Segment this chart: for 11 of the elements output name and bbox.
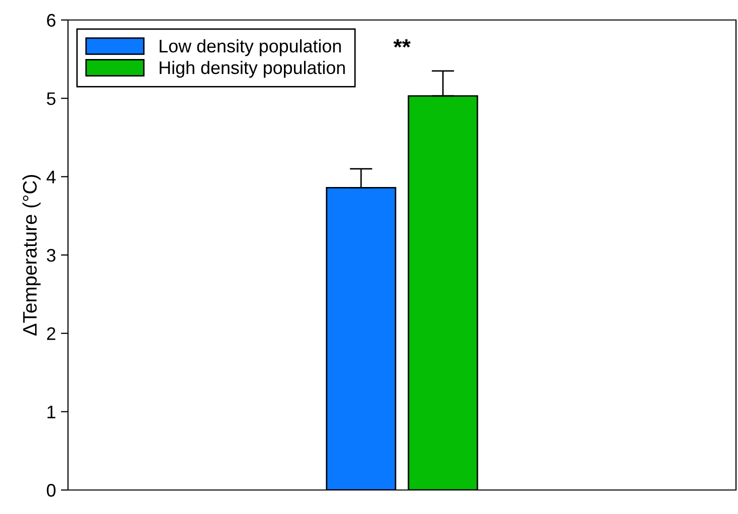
y-tick-label: 2 <box>47 327 56 340</box>
y-tick-label: 1 <box>48 406 56 418</box>
y-axis-title: ΔTemperature (°C) <box>22 175 41 336</box>
y-tick-label: 0 <box>46 484 56 497</box>
y-tick-label: 4 <box>46 170 56 184</box>
y-tick-label: 5 <box>46 92 56 106</box>
annotation: ** <box>393 39 411 48</box>
y-tick-label: 3 <box>46 248 56 262</box>
legend-label: Low density population <box>160 39 341 56</box>
legend-label: High density population <box>160 60 345 78</box>
y-tick-label: 6 <box>47 14 56 27</box>
